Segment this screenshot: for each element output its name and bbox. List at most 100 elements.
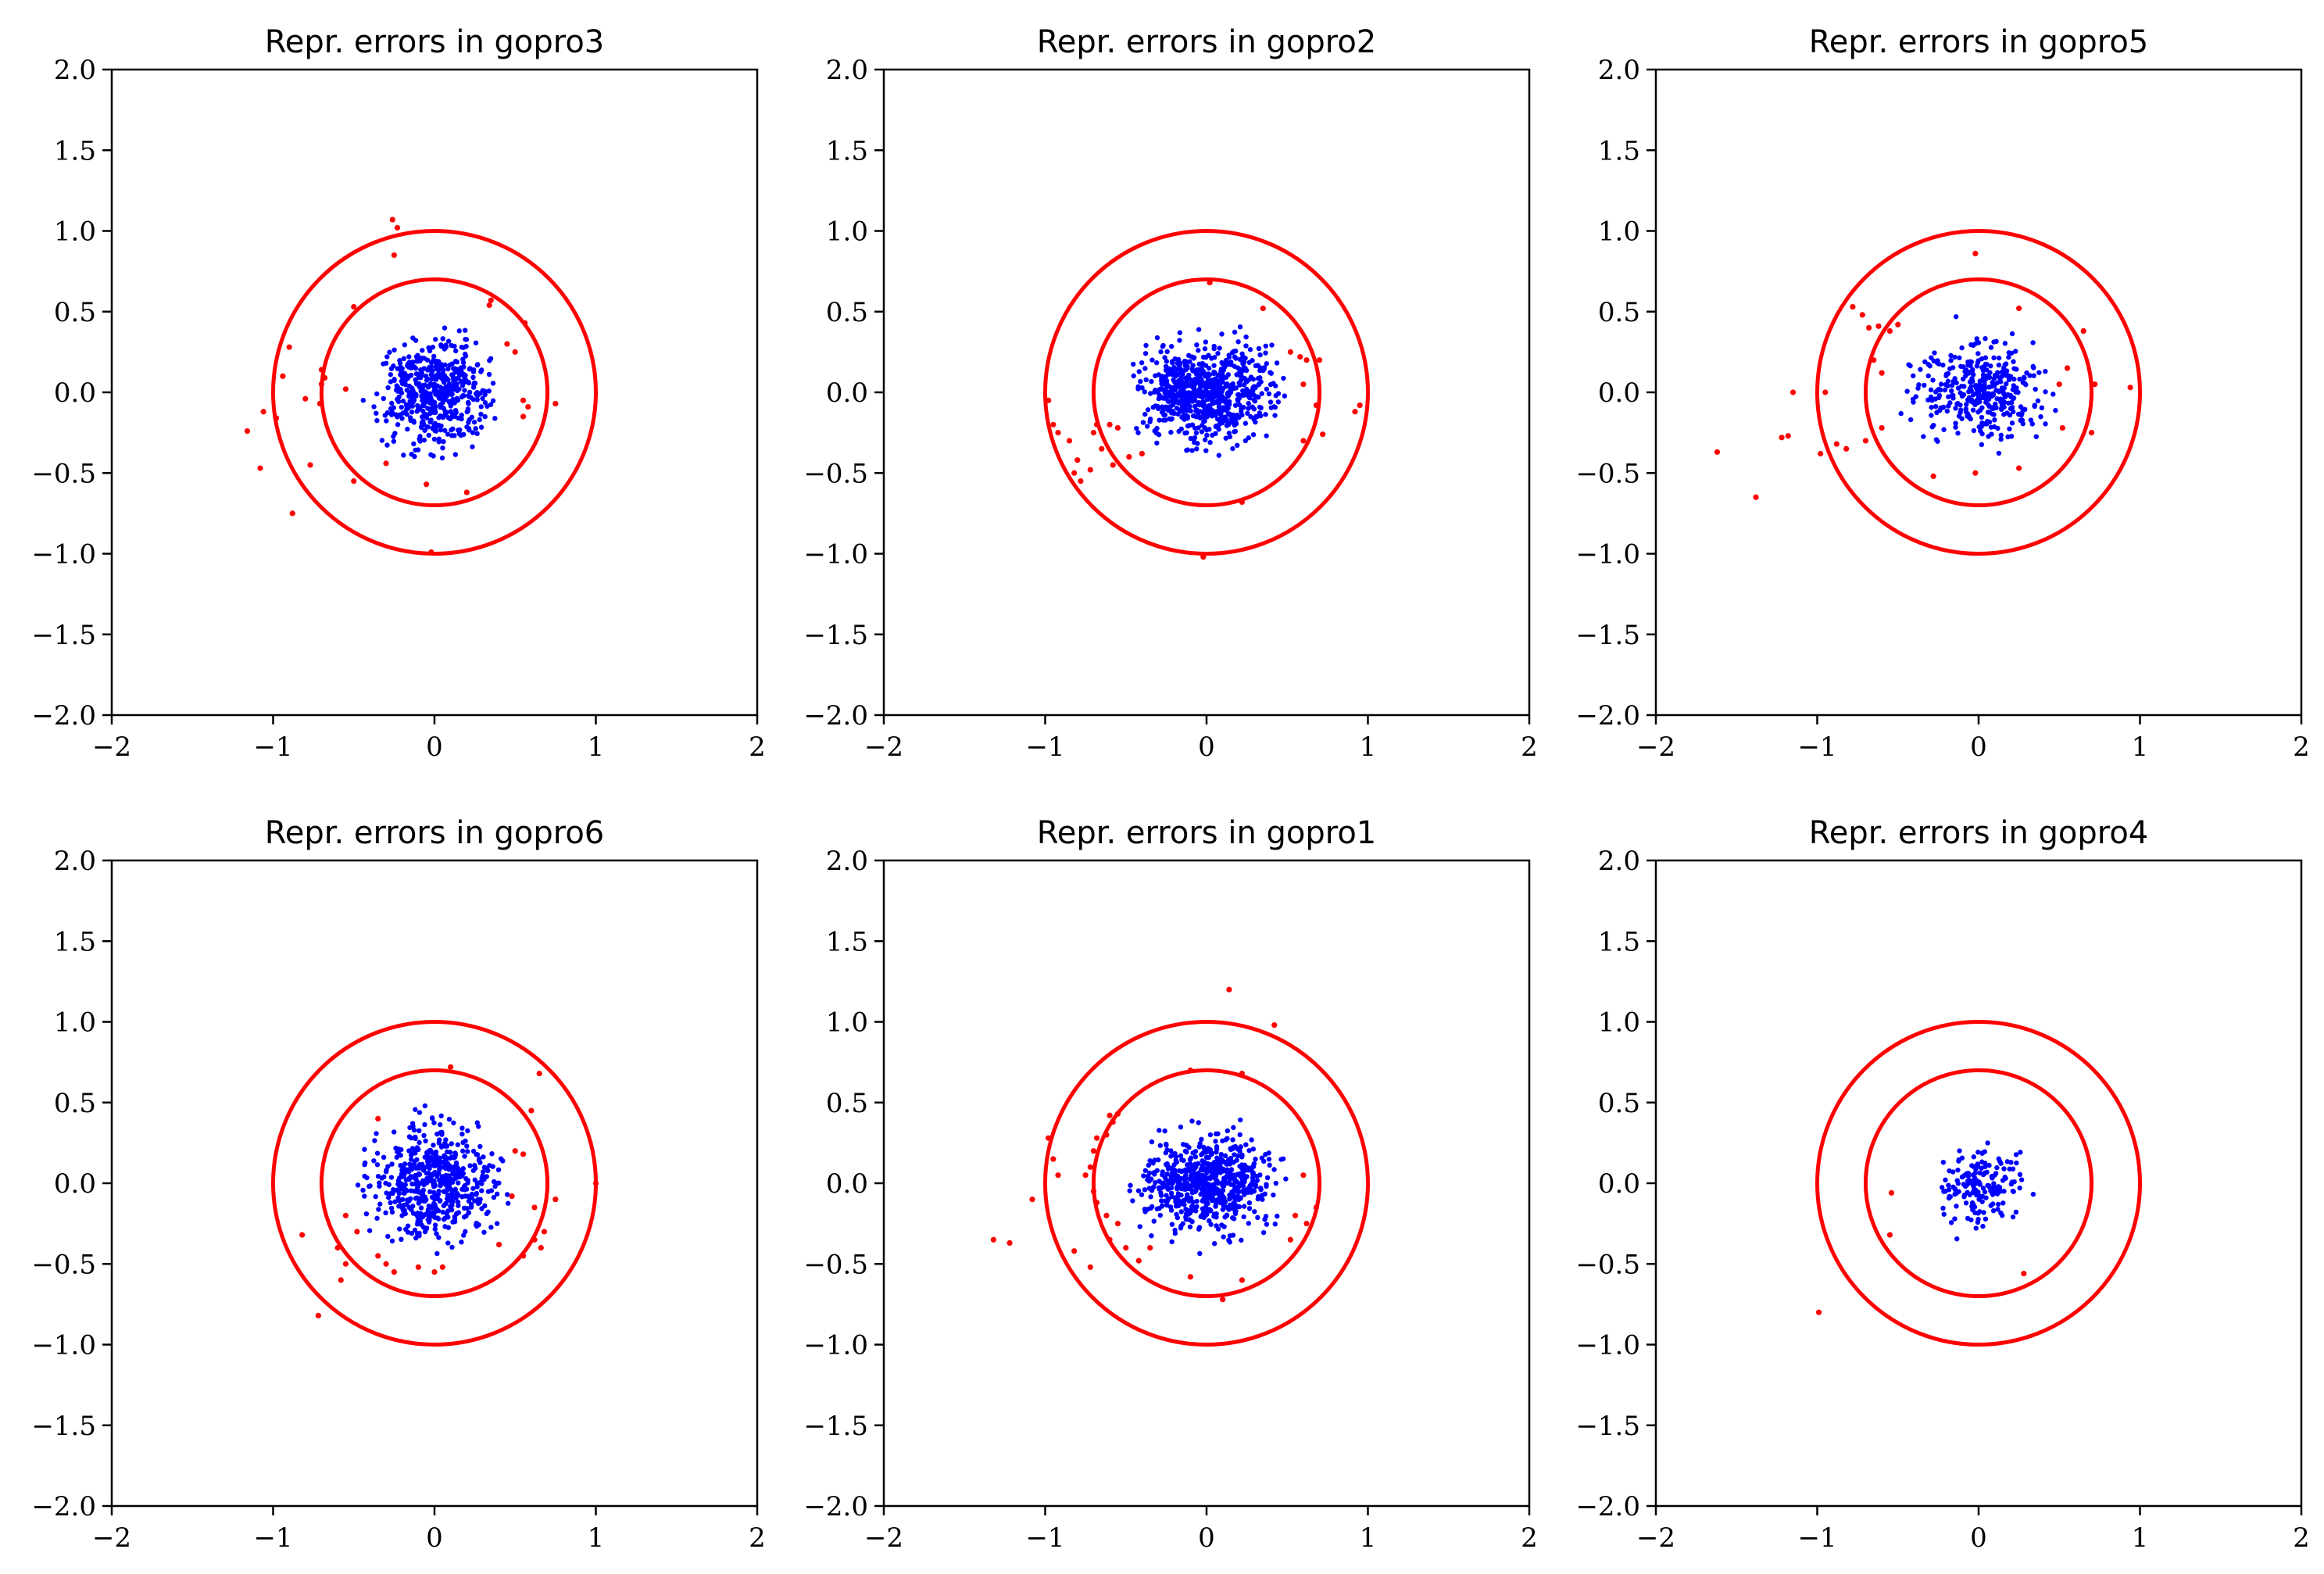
- inlier-point: [1970, 1172, 1976, 1178]
- inlier-point: [1199, 394, 1205, 400]
- inlier-point: [1994, 1164, 2000, 1171]
- inlier-point: [1250, 1147, 1257, 1152]
- inlier-point: [2011, 395, 2017, 401]
- inlier-point: [1274, 360, 1280, 366]
- inlier-point: [1995, 1207, 2000, 1212]
- outlier-point: [1110, 462, 1116, 468]
- inlier-point: [485, 1189, 492, 1194]
- inlier-point: [1200, 1212, 1205, 1218]
- inlier-point: [1979, 431, 1985, 437]
- inlier-point: [1935, 358, 1940, 363]
- outlier-point: [1135, 1257, 1142, 1264]
- inlier-point: [1180, 1142, 1186, 1147]
- inlier-point: [1221, 1195, 1227, 1200]
- inlier-point: [452, 452, 459, 457]
- outlier-point: [496, 1241, 502, 1248]
- inlier-point: [452, 1186, 459, 1193]
- inlier-point: [1968, 388, 1974, 394]
- outlier-point: [375, 1115, 381, 1121]
- inlier-point: [389, 400, 395, 406]
- outlier-point: [1187, 1067, 1193, 1074]
- inlier-point: [408, 1157, 414, 1162]
- inlier-point: [460, 1171, 467, 1176]
- inlier-point: [1157, 1143, 1163, 1148]
- inlier-point: [1189, 1204, 1195, 1210]
- inlier-point: [408, 1163, 413, 1168]
- inlier-point: [2018, 1177, 2025, 1182]
- inlier-point: [1952, 378, 1958, 385]
- inlier-point: [1167, 391, 1173, 396]
- inlier-point: [1187, 403, 1192, 410]
- inlier-point: [400, 1197, 406, 1202]
- inlier-point: [437, 1164, 442, 1170]
- inlier-point: [1168, 1148, 1174, 1154]
- inlier-point: [1256, 1193, 1261, 1200]
- inlier-point: [1196, 327, 1202, 332]
- outlier-point: [1886, 327, 1893, 334]
- inlier-point: [431, 436, 438, 442]
- inlier-point: [1197, 1141, 1203, 1147]
- inlier-point: [1929, 397, 1935, 403]
- subplot-2: Repr. errors in gopro2 −2 −1 0 1 2 −2.0 −1.5 −1.…: [803, 24, 1537, 763]
- inlier-point: [1235, 1189, 1242, 1195]
- inlier-point: [419, 424, 424, 430]
- inlier-point: [1196, 425, 1201, 431]
- inlier-point: [1994, 395, 2000, 402]
- inlier-point: [1982, 1189, 1988, 1195]
- inlier-point: [1178, 1186, 1185, 1192]
- inlier-point: [1943, 1177, 1948, 1182]
- inlier-point: [1942, 387, 1948, 393]
- inlier-point: [1232, 363, 1238, 369]
- inlier-point: [446, 1167, 452, 1172]
- inlier-point: [1961, 376, 1966, 382]
- outlier-point: [289, 510, 295, 517]
- inlier-point: [2006, 400, 2011, 406]
- inlier-point: [456, 1180, 461, 1186]
- outlier-point: [302, 395, 309, 402]
- x-tick-label: −2: [864, 732, 903, 763]
- inlier-point: [470, 444, 475, 449]
- inlier-point: [1228, 1168, 1233, 1174]
- inlier-point: [1165, 371, 1171, 377]
- outlier-point: [1090, 1148, 1097, 1154]
- x-tick-label: −1: [1797, 1522, 1836, 1554]
- inlier-point: [1192, 403, 1198, 410]
- y-tick-label: −1.0: [31, 1330, 96, 1361]
- inlier-point: [1190, 1200, 1196, 1205]
- inlier-point: [1200, 1206, 1206, 1211]
- inlier-point: [445, 1177, 452, 1183]
- outlier-point: [1090, 430, 1097, 436]
- inlier-point: [1236, 366, 1242, 372]
- inlier-point: [1215, 1157, 1221, 1164]
- outlier-point: [522, 320, 528, 326]
- inlier-point: [1149, 1233, 1154, 1239]
- inlier-point: [2000, 365, 2007, 371]
- inlier-point: [1157, 417, 1162, 423]
- inlier-point: [409, 451, 414, 457]
- inlier-point: [400, 1163, 406, 1168]
- inlier-point: [397, 1175, 402, 1181]
- inlier-point: [1131, 373, 1136, 379]
- inlier-point: [422, 1103, 428, 1109]
- outlier-point: [552, 1197, 559, 1203]
- x-tick-label: −1: [1025, 1522, 1064, 1554]
- y-tick-label: −1.5: [1575, 620, 1640, 651]
- x-tick-label: 0: [1198, 1522, 1215, 1554]
- inlier-point: [381, 1154, 387, 1161]
- inlier-point: [438, 342, 444, 348]
- inlier-point: [474, 397, 480, 402]
- inlier-point: [397, 1226, 402, 1232]
- outlier-point: [1843, 445, 1850, 452]
- inlier-point: [388, 1191, 393, 1197]
- inlier-point: [409, 1150, 416, 1156]
- inlier-point: [1213, 431, 1218, 437]
- inlier-point: [442, 377, 448, 384]
- outlier-points: [299, 1064, 599, 1318]
- inlier-point: [1922, 382, 1927, 388]
- inlier-point: [432, 1222, 438, 1228]
- inlier-point: [1171, 385, 1178, 390]
- inlier-point: [472, 1162, 477, 1168]
- inlier-point: [456, 415, 461, 421]
- inlier-point: [1929, 404, 1934, 410]
- inlier-point: [1964, 1171, 1969, 1177]
